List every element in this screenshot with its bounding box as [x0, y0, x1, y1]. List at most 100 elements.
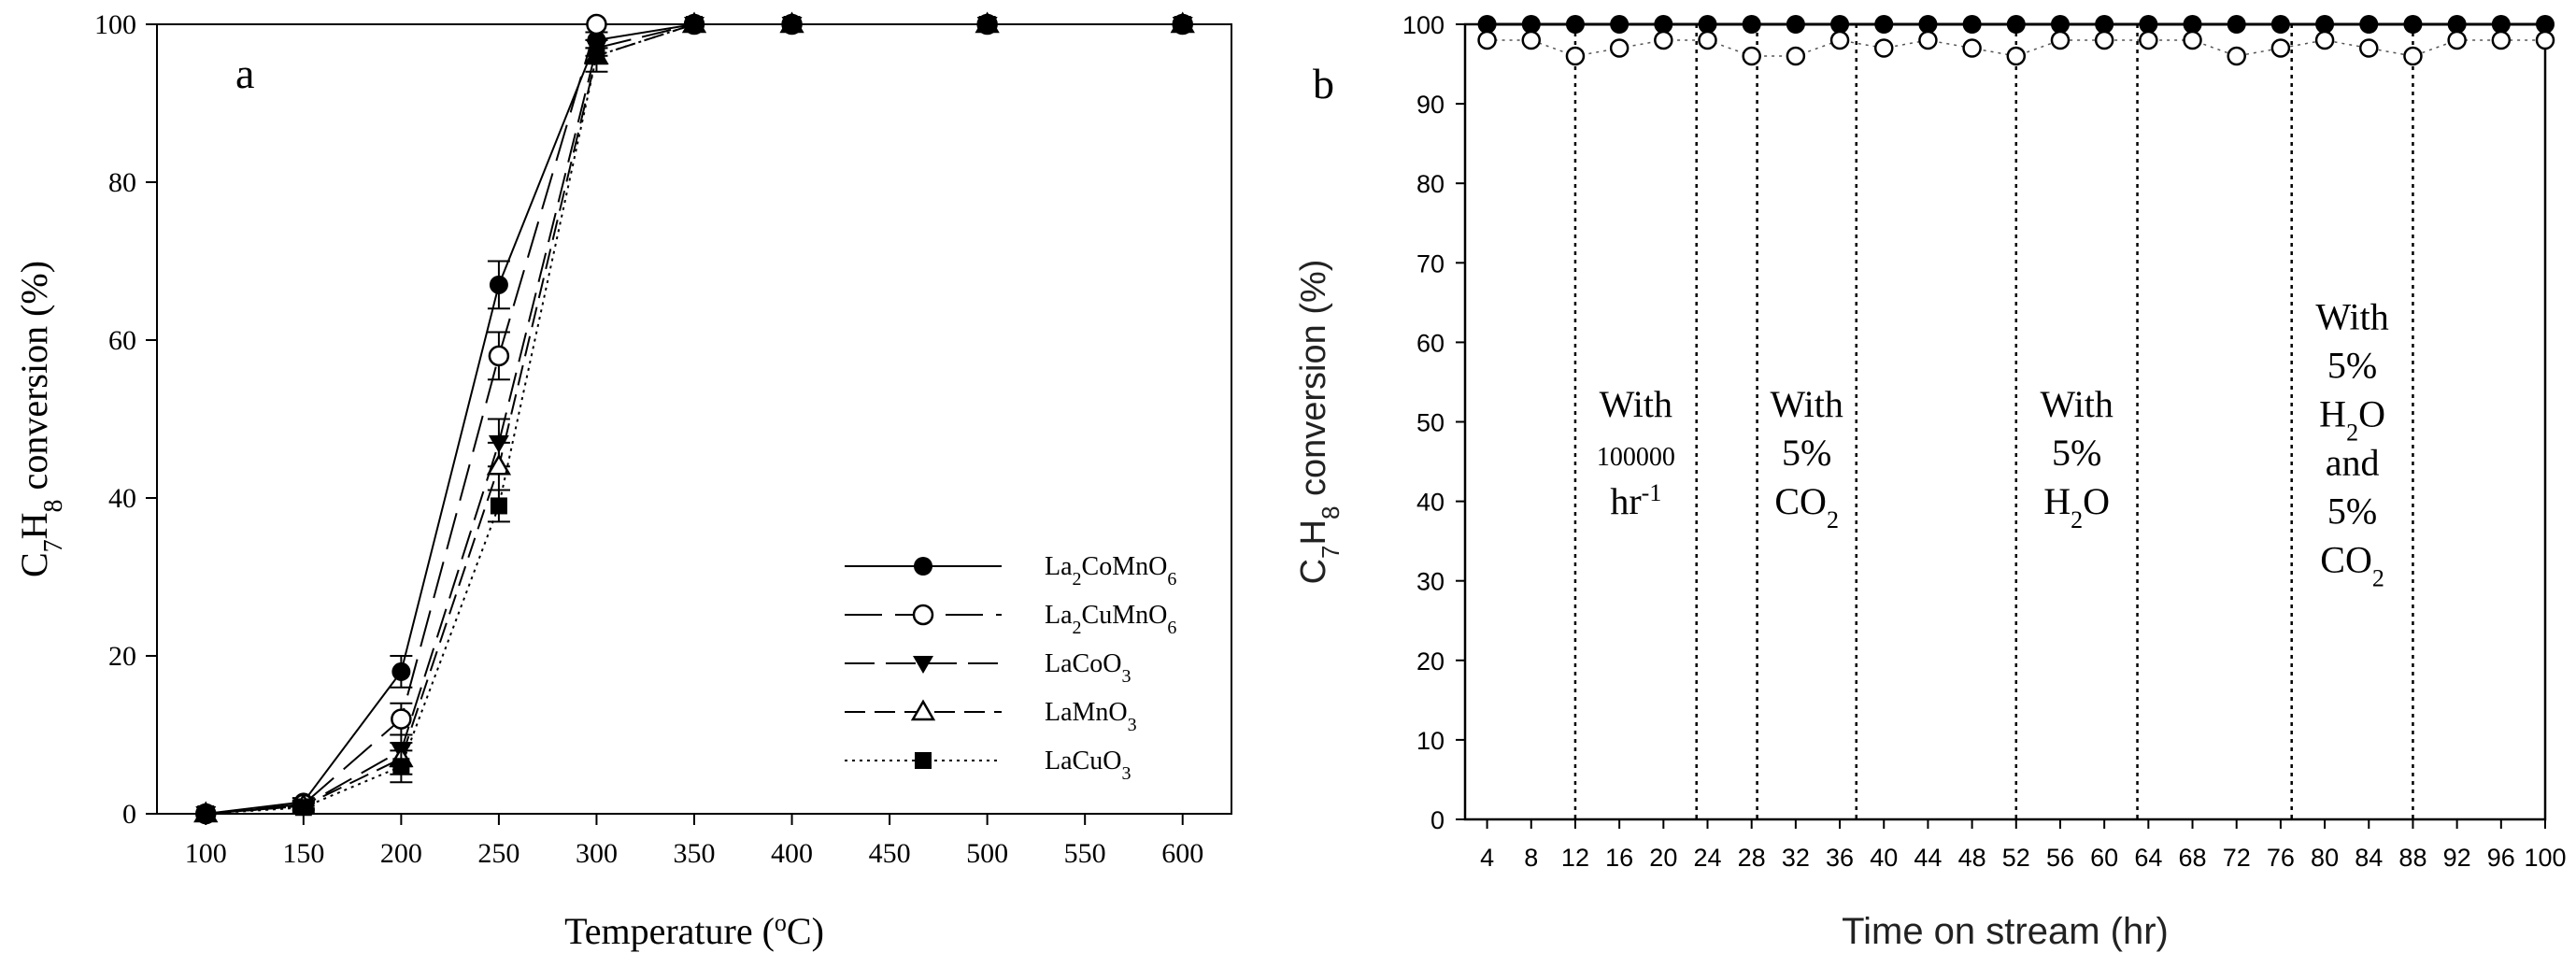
y-tick-label: 80 — [1416, 170, 1445, 198]
x-tick-label: 72 — [2223, 844, 2251, 872]
series-La2CuMnO6 — [195, 13, 1193, 825]
y-tick-label: 0 — [122, 799, 136, 830]
x-tick-label: 100 — [185, 838, 227, 869]
x-tick-label: 250 — [477, 838, 519, 869]
data-point — [2359, 15, 2379, 34]
panel-b-chart: 4 8 12 16 20 24 28 32 36 40 44 48 52 56 60 64 68 72 76 80 84… — [1294, 11, 2567, 952]
data-point — [1174, 16, 1191, 33]
data-point — [1962, 15, 1982, 34]
x-tick-label: 500 — [966, 838, 1008, 869]
annotation-line: hr-1 — [1610, 478, 1661, 522]
data-point — [1873, 38, 1894, 58]
data-point — [1565, 46, 1586, 66]
data-point — [2447, 30, 2467, 50]
x-tick-label: 64 — [2134, 844, 2162, 872]
data-point — [588, 47, 605, 64]
annotation-line: With — [2315, 295, 2388, 337]
annotation-line: 5% — [1782, 432, 1831, 474]
data-point — [1918, 15, 1938, 34]
data-point — [2095, 15, 2114, 34]
data-point — [1786, 15, 1805, 34]
data-point — [2006, 15, 2026, 34]
data-point — [2006, 46, 2027, 66]
data-point — [392, 758, 410, 775]
data-point — [2359, 38, 2379, 58]
data-point — [1521, 30, 1542, 50]
data-point — [1786, 46, 1806, 66]
x-tick-label: 350 — [674, 838, 716, 869]
series-LaCoO3 — [195, 17, 1193, 824]
annotation-line: 100000 — [1597, 443, 1675, 472]
x-tick-label: 600 — [1161, 838, 1203, 869]
panel-b-letter: b — [1313, 60, 1334, 107]
data-point — [1698, 15, 1717, 34]
series-line — [206, 23, 1183, 815]
annotation-line: With — [1770, 383, 1843, 425]
data-point — [2403, 15, 2423, 34]
data-point — [2050, 15, 2070, 34]
legend-marker — [913, 656, 933, 674]
legend-marker — [915, 752, 932, 769]
annotation-line: H2O — [2043, 480, 2110, 533]
x-tick-label: 24 — [1693, 844, 1721, 872]
legend-marker — [914, 557, 932, 576]
data-point — [586, 13, 607, 36]
data-point — [1610, 15, 1630, 34]
annotation-line: and — [2326, 441, 2380, 483]
data-point — [2535, 30, 2555, 50]
annotation-line: CO2 — [1774, 480, 1839, 533]
x-tick-label: 300 — [576, 838, 618, 869]
data-point — [391, 661, 411, 681]
x-tick-label: 40 — [1870, 844, 1898, 872]
x-tick-label: 28 — [1738, 844, 1766, 872]
x-tick-label: 400 — [771, 838, 813, 869]
annotation-line: CO2 — [2320, 538, 2384, 591]
data-point — [2227, 15, 2246, 34]
data-point — [490, 497, 507, 515]
data-point — [1521, 15, 1541, 34]
data-point — [2270, 38, 2291, 58]
data-point — [1830, 15, 1850, 34]
y-tick-label: 20 — [108, 641, 136, 672]
data-point — [489, 275, 508, 294]
y-tick-label: 10 — [1416, 727, 1445, 755]
annotation-line: With — [2040, 383, 2113, 425]
data-point — [2050, 30, 2071, 50]
x-tick-label: 88 — [2398, 844, 2427, 872]
x-tick-label: 550 — [1064, 838, 1106, 869]
x-tick-label: 8 — [1524, 844, 1538, 872]
x-tick-label: 80 — [2311, 844, 2339, 872]
panel-a-chart: 100 150 200 250 300 350 400 450 500 550 600 0 20 40 60… — [13, 9, 1232, 953]
y-axis-label: C7H8 conversion (%) — [1294, 260, 1345, 585]
annotation-line: 5% — [2327, 344, 2377, 386]
y-tick-label: 40 — [1416, 489, 1445, 517]
data-point — [1565, 15, 1585, 34]
x-tick-label: 150 — [282, 838, 324, 869]
data-point — [1742, 15, 1761, 34]
legend-marker — [912, 604, 934, 626]
legend-label: LaCoO3 — [1045, 649, 1131, 687]
data-point — [486, 453, 512, 476]
data-point — [2491, 30, 2512, 50]
x-tick-label: 56 — [2046, 844, 2074, 872]
series-La2CoMnO6 — [196, 15, 1192, 823]
panel-a-letter: a — [235, 50, 254, 97]
x-tick-label: 16 — [1605, 844, 1633, 872]
y-tick-label: 0 — [1430, 806, 1445, 834]
data-point — [2314, 30, 2335, 50]
series-line — [206, 23, 1183, 815]
legend-marker — [910, 699, 936, 721]
y-tick-label: 30 — [1416, 568, 1445, 596]
x-axis-label: Temperature (oC) — [564, 909, 824, 953]
legend-label: La2CoMnO6 — [1045, 552, 1176, 590]
plot-frame — [156, 23, 1232, 815]
series-open — [1477, 30, 2555, 66]
data-point — [2447, 15, 2467, 34]
x-tick-label: 84 — [2355, 844, 2383, 872]
x-tick-label: 68 — [2179, 844, 2207, 872]
series-line — [206, 23, 1183, 815]
data-point — [783, 16, 801, 33]
y-tick-label: 60 — [108, 325, 136, 356]
